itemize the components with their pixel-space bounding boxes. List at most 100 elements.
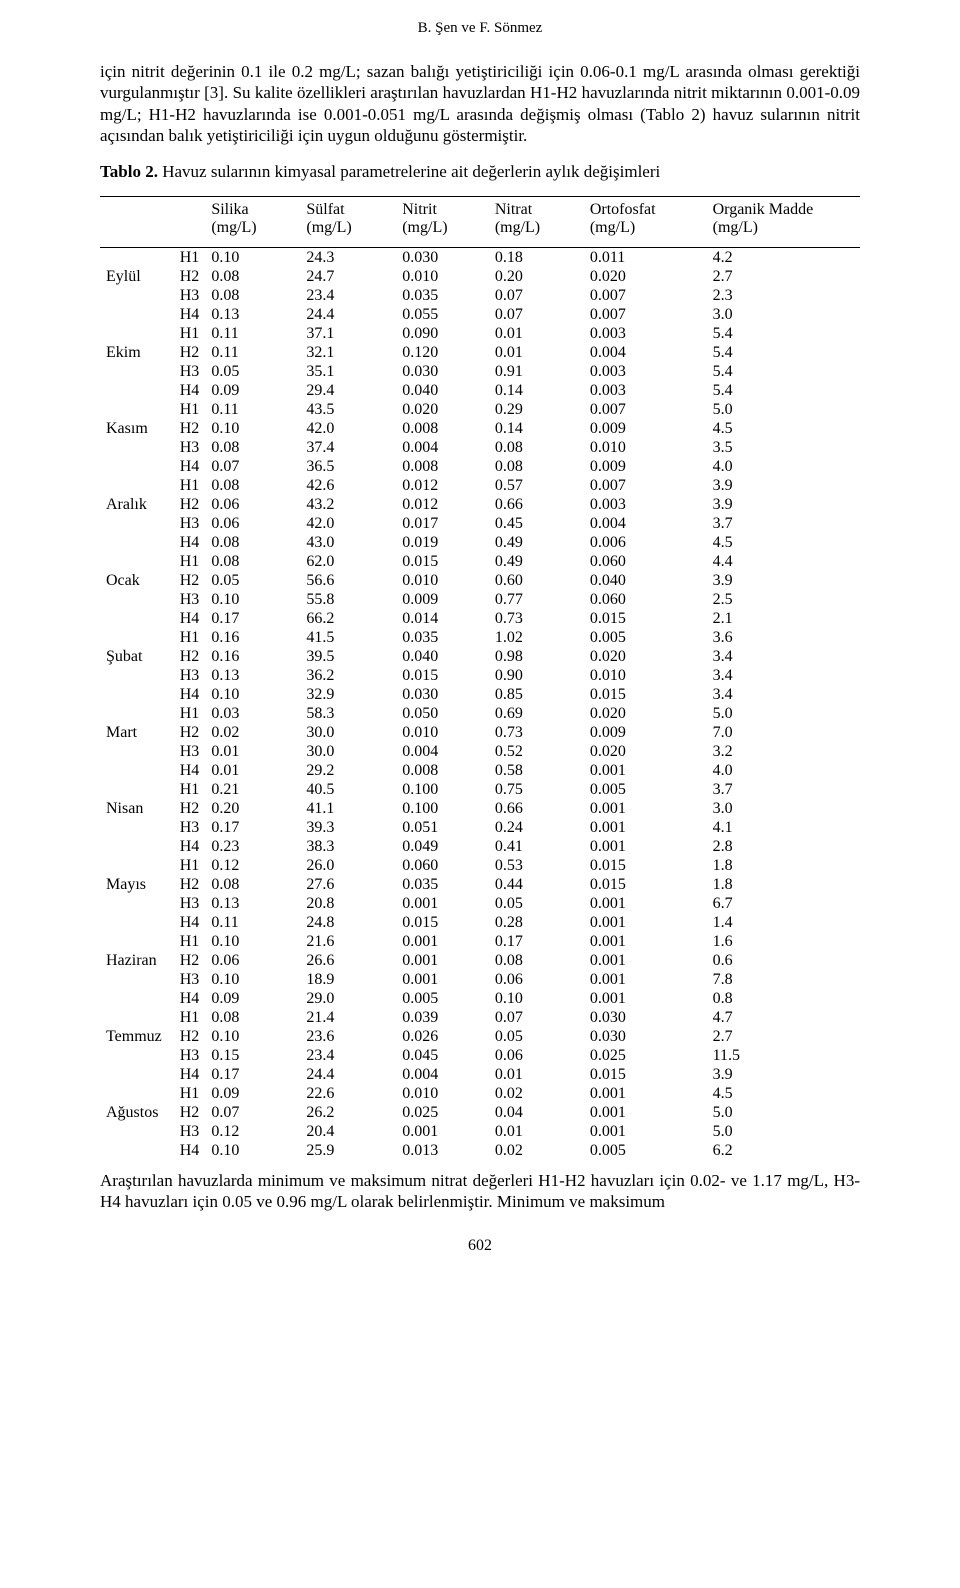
table-row: H30.1055.80.0090.770.0602.5 bbox=[100, 590, 860, 609]
month-label: Ekim bbox=[100, 343, 174, 400]
cell-nitrat: 0.69 bbox=[489, 704, 584, 723]
cell-sulfat: 24.8 bbox=[300, 913, 396, 932]
cell-h: H1 bbox=[174, 704, 206, 723]
cell-organik: 2.7 bbox=[707, 267, 860, 286]
cell-nitrat: 0.07 bbox=[489, 286, 584, 305]
cell-silika: 0.06 bbox=[205, 495, 300, 514]
cell-h: H4 bbox=[174, 533, 206, 552]
cell-nitrit: 0.025 bbox=[396, 1103, 489, 1122]
cell-silika: 0.16 bbox=[205, 647, 300, 666]
cell-nitrit: 0.010 bbox=[396, 1084, 489, 1103]
month-label: Temmuz bbox=[100, 1027, 174, 1084]
cell-nitrit: 0.100 bbox=[396, 799, 489, 818]
cell-organik: 3.2 bbox=[707, 742, 860, 761]
cell-nitrat: 0.10 bbox=[489, 989, 584, 1008]
cell-silika: 0.17 bbox=[205, 818, 300, 837]
cell-silika: 0.05 bbox=[205, 571, 300, 590]
cell-silika: 0.02 bbox=[205, 723, 300, 742]
cell-nitrat: 0.66 bbox=[489, 799, 584, 818]
month-blank bbox=[100, 1008, 174, 1027]
page-number: 602 bbox=[100, 1237, 860, 1255]
cell-nitrit: 0.040 bbox=[396, 381, 489, 400]
cell-ortofosfat: 0.001 bbox=[584, 1122, 707, 1141]
cell-organik: 5.0 bbox=[707, 704, 860, 723]
cell-sulfat: 26.6 bbox=[300, 951, 396, 970]
cell-nitrat: 0.98 bbox=[489, 647, 584, 666]
paragraph-intro: için nitrit değerinin 0.1 ile 0.2 mg/L; … bbox=[100, 61, 860, 146]
cell-sulfat: 18.9 bbox=[300, 970, 396, 989]
cell-sulfat: 29.4 bbox=[300, 381, 396, 400]
cell-ortofosfat: 0.020 bbox=[584, 267, 707, 286]
month-blank bbox=[100, 476, 174, 495]
cell-sulfat: 36.5 bbox=[300, 457, 396, 476]
cell-nitrat: 0.85 bbox=[489, 685, 584, 704]
cell-nitrat: 0.08 bbox=[489, 457, 584, 476]
cell-nitrit: 0.020 bbox=[396, 400, 489, 419]
cell-silika: 0.08 bbox=[205, 875, 300, 894]
cell-sulfat: 30.0 bbox=[300, 723, 396, 742]
cell-silika: 0.13 bbox=[205, 666, 300, 685]
header-ortofosfat: Ortofosfat (mg/L) bbox=[584, 197, 707, 248]
cell-silika: 0.08 bbox=[205, 476, 300, 495]
cell-h: H4 bbox=[174, 685, 206, 704]
cell-silika: 0.12 bbox=[205, 856, 300, 875]
table-row: H10.1021.60.0010.170.0011.6 bbox=[100, 932, 860, 951]
cell-silika: 0.08 bbox=[205, 1008, 300, 1027]
cell-silika: 0.23 bbox=[205, 837, 300, 856]
cell-organik: 4.2 bbox=[707, 248, 860, 268]
table-row: H40.1324.40.0550.070.0073.0 bbox=[100, 305, 860, 324]
cell-organik: 5.0 bbox=[707, 1122, 860, 1141]
cell-sulfat: 25.9 bbox=[300, 1141, 396, 1160]
cell-nitrat: 0.77 bbox=[489, 590, 584, 609]
cell-organik: 2.8 bbox=[707, 837, 860, 856]
cell-h: H2 bbox=[174, 951, 206, 970]
cell-sulfat: 20.8 bbox=[300, 894, 396, 913]
cell-organik: 1.6 bbox=[707, 932, 860, 951]
cell-nitrat: 0.45 bbox=[489, 514, 584, 533]
cell-h: H1 bbox=[174, 400, 206, 419]
cell-nitrit: 0.040 bbox=[396, 647, 489, 666]
cell-nitrat: 0.07 bbox=[489, 1008, 584, 1027]
cell-ortofosfat: 0.007 bbox=[584, 400, 707, 419]
table-row: AğustosH20.0726.20.0250.040.0015.0 bbox=[100, 1103, 860, 1122]
table-row: H40.0129.20.0080.580.0014.0 bbox=[100, 761, 860, 780]
cell-h: H1 bbox=[174, 324, 206, 343]
cell-ortofosfat: 0.009 bbox=[584, 723, 707, 742]
cell-nitrat: 0.02 bbox=[489, 1141, 584, 1160]
table-row: H10.1024.30.0300.180.0114.2 bbox=[100, 248, 860, 268]
cell-ortofosfat: 0.001 bbox=[584, 989, 707, 1008]
month-label: Eylül bbox=[100, 267, 174, 324]
cell-h: H1 bbox=[174, 780, 206, 799]
cell-nitrit: 0.001 bbox=[396, 1122, 489, 1141]
cell-nitrit: 0.013 bbox=[396, 1141, 489, 1160]
cell-organik: 5.4 bbox=[707, 362, 860, 381]
cell-silika: 0.11 bbox=[205, 913, 300, 932]
cell-organik: 4.4 bbox=[707, 552, 860, 571]
cell-nitrit: 0.008 bbox=[396, 761, 489, 780]
cell-nitrat: 0.58 bbox=[489, 761, 584, 780]
table-row: H30.1320.80.0010.050.0016.7 bbox=[100, 894, 860, 913]
cell-h: H1 bbox=[174, 248, 206, 268]
cell-nitrat: 0.02 bbox=[489, 1084, 584, 1103]
cell-organik: 1.8 bbox=[707, 875, 860, 894]
cell-ortofosfat: 0.001 bbox=[584, 932, 707, 951]
cell-silika: 0.10 bbox=[205, 1141, 300, 1160]
cell-nitrit: 0.015 bbox=[396, 552, 489, 571]
cell-organik: 0.6 bbox=[707, 951, 860, 970]
cell-silika: 0.01 bbox=[205, 742, 300, 761]
cell-organik: 7.8 bbox=[707, 970, 860, 989]
cell-nitrit: 0.012 bbox=[396, 476, 489, 495]
cell-nitrat: 0.41 bbox=[489, 837, 584, 856]
cell-sulfat: 41.5 bbox=[300, 628, 396, 647]
cell-organik: 4.5 bbox=[707, 419, 860, 438]
cell-nitrat: 1.02 bbox=[489, 628, 584, 647]
cell-nitrit: 0.050 bbox=[396, 704, 489, 723]
cell-nitrit: 0.055 bbox=[396, 305, 489, 324]
cell-sulfat: 66.2 bbox=[300, 609, 396, 628]
cell-silika: 0.13 bbox=[205, 305, 300, 324]
table-row: ŞubatH20.1639.50.0400.980.0203.4 bbox=[100, 647, 860, 666]
cell-ortofosfat: 0.004 bbox=[584, 514, 707, 533]
cell-silika: 0.11 bbox=[205, 400, 300, 419]
cell-nitrat: 0.60 bbox=[489, 571, 584, 590]
table-caption: Tablo 2. Havuz sularının kimyasal parame… bbox=[100, 162, 860, 182]
